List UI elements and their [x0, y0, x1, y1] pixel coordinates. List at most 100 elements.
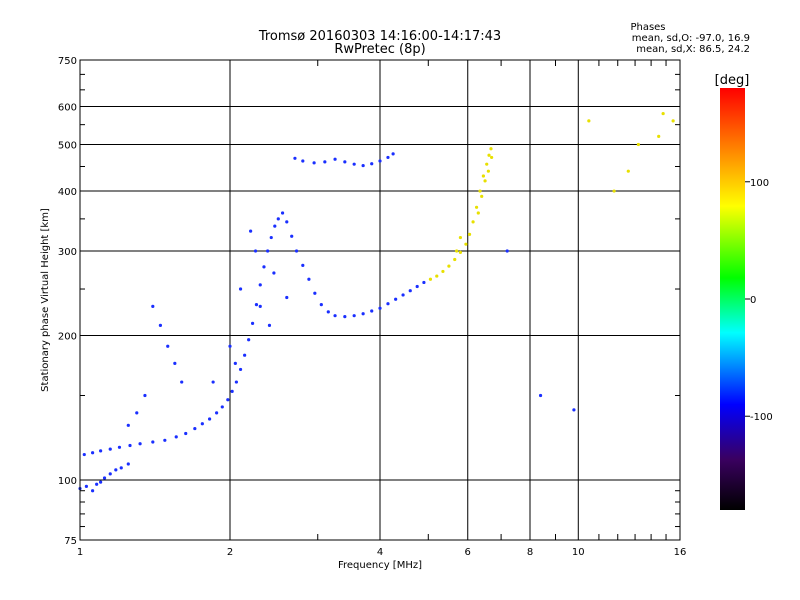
- data-point: [476, 211, 480, 215]
- data-point: [352, 162, 356, 166]
- data-point: [505, 249, 509, 253]
- data-point: [464, 242, 468, 246]
- stats-o-line: mean, sd,O: -97.0, 16.9: [632, 33, 750, 44]
- data-point: [333, 314, 337, 318]
- data-point: [207, 417, 212, 421]
- data-point: [361, 312, 365, 316]
- data-point: [458, 235, 463, 240]
- data-point: [173, 361, 177, 365]
- data-point: [117, 445, 122, 449]
- data-point: [174, 435, 178, 439]
- data-point: [490, 155, 494, 160]
- data-point: [487, 153, 491, 157]
- grid-lines: [80, 60, 680, 540]
- data-point: [108, 472, 112, 476]
- data-point: [483, 179, 487, 183]
- data-point: [538, 393, 543, 398]
- axis-ticks: 1 2 4 6 8 10 16 75 100 200 300 400 500 600 750: [58, 56, 686, 558]
- data-point: [234, 380, 238, 384]
- data-point: [307, 277, 311, 281]
- data-point: [220, 405, 224, 409]
- data-point: [471, 220, 475, 224]
- y-tick-label: 750: [58, 56, 77, 67]
- colorbar-tick-label: 100: [750, 178, 769, 189]
- data-point: [486, 169, 490, 173]
- x-tick-label: 6: [465, 547, 471, 558]
- data-point: [378, 306, 382, 310]
- colorbar-tick-label: -100: [750, 412, 773, 423]
- data-point: [193, 426, 197, 431]
- data-point: [290, 234, 294, 238]
- y-tick-label: 200: [58, 332, 77, 343]
- colorbar-gradient: [720, 88, 745, 510]
- data-point: [352, 314, 356, 318]
- data-points: [78, 111, 675, 493]
- data-point: [478, 189, 482, 193]
- data-point: [226, 398, 230, 402]
- data-point: [572, 408, 576, 412]
- data-point: [480, 194, 484, 198]
- data-point: [435, 274, 439, 278]
- data-point: [447, 264, 451, 268]
- data-point: [370, 309, 374, 313]
- data-point: [238, 367, 243, 372]
- data-point: [151, 440, 155, 444]
- x-tick-label: 2: [227, 547, 233, 558]
- data-point: [422, 280, 426, 285]
- data-point: [326, 310, 330, 314]
- data-point: [301, 159, 305, 163]
- y-tick-label: 100: [58, 476, 77, 487]
- data-point: [95, 482, 99, 486]
- x-tick-label: 4: [377, 547, 383, 558]
- data-point: [233, 361, 237, 365]
- data-point: [250, 321, 255, 325]
- data-point: [485, 162, 489, 166]
- data-point: [114, 468, 118, 472]
- data-point: [401, 293, 405, 297]
- data-point: [200, 422, 204, 426]
- data-point: [258, 283, 262, 287]
- data-point: [343, 160, 347, 164]
- data-point: [228, 344, 232, 348]
- data-point: [394, 297, 398, 301]
- stats-heading: Phases: [630, 22, 665, 33]
- data-point: [211, 380, 215, 384]
- stats-x-line: mean, sd,X: 86.5, 24.2: [636, 44, 750, 55]
- data-point: [91, 451, 95, 455]
- data-point: [285, 295, 289, 300]
- colorbar: [deg] 100 0 -100: [715, 73, 773, 510]
- data-point: [467, 232, 472, 236]
- data-point: [254, 302, 259, 307]
- data-point: [267, 323, 272, 327]
- data-point: [361, 163, 365, 168]
- data-point: [587, 119, 591, 123]
- data-point: [266, 249, 270, 253]
- colorbar-ticks: 100 0 -100: [745, 178, 773, 423]
- data-point: [294, 249, 299, 253]
- data-point: [99, 480, 103, 484]
- data-point: [163, 438, 167, 442]
- data-point: [301, 263, 305, 267]
- data-point: [293, 156, 297, 160]
- data-point: [474, 205, 479, 209]
- data-point: [230, 389, 234, 393]
- data-point: [253, 249, 258, 253]
- data-point: [151, 304, 155, 309]
- data-point: [333, 157, 337, 161]
- data-point: [84, 484, 88, 488]
- data-point: [386, 155, 390, 160]
- data-point: [671, 119, 675, 123]
- x-tick-label: 16: [674, 547, 687, 558]
- data-point: [313, 291, 317, 295]
- data-point: [249, 229, 253, 233]
- y-axis-label: Stationary phase Virtual Height [km]: [40, 208, 51, 392]
- data-point: [102, 476, 107, 480]
- data-point: [166, 344, 170, 348]
- plot-frame: [79, 59, 681, 541]
- data-point: [415, 284, 419, 289]
- data-point: [138, 442, 142, 446]
- colorbar-tick-label: 0: [750, 295, 756, 306]
- data-point: [143, 393, 147, 398]
- data-point: [180, 380, 184, 384]
- data-point: [135, 411, 139, 415]
